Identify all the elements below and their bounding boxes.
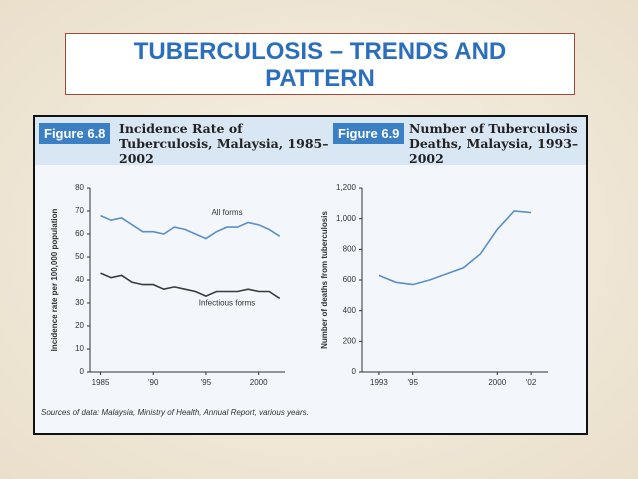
- data-line: [100, 214, 281, 240]
- y-tick-label: 20: [75, 321, 84, 330]
- x-tick-label: 1993: [370, 378, 388, 387]
- series-label: Infectious forms: [199, 299, 255, 308]
- y-tick-label: 40: [75, 275, 84, 284]
- title-box: TUBERCULOSIS – TRENDS AND PATTERN: [65, 33, 575, 95]
- slide-title: TUBERCULOSIS – TRENDS AND PATTERN: [133, 38, 507, 92]
- x-tick-label: '95: [408, 378, 419, 387]
- y-tick-label: 200: [343, 336, 357, 345]
- series-label: All forms: [211, 208, 242, 217]
- y-tick-label: 30: [75, 298, 84, 307]
- data-line: [378, 210, 532, 286]
- x-tick-label: 2000: [488, 378, 506, 387]
- y-tick-label: 1,200: [336, 183, 357, 192]
- y-tick-label: 1,000: [336, 214, 357, 223]
- y-axis-label: Incidence rate per 100,000 population: [50, 209, 59, 352]
- x-tick-label: 2000: [250, 378, 268, 387]
- y-tick-label: 800: [343, 244, 357, 253]
- x-tick-label: '90: [148, 378, 159, 387]
- y-tick-label: 0: [352, 367, 357, 376]
- chart-title: Number of Tuberculosis Deaths, Malaysia,…: [409, 121, 579, 166]
- chart-title: Incidence Rate of Tuberculosis, Malaysia…: [119, 121, 329, 166]
- y-tick-label: 0: [80, 367, 85, 376]
- x-tick-label: '95: [201, 378, 212, 387]
- y-tick-label: 50: [75, 252, 84, 261]
- y-tick-label: 70: [75, 206, 84, 215]
- y-tick-label: 10: [75, 344, 84, 353]
- y-tick-label: 60: [75, 229, 84, 238]
- data-line: [100, 272, 281, 300]
- x-tick-label: 1985: [92, 378, 110, 387]
- figure-label: Figure 6.8: [39, 123, 111, 144]
- y-tick-label: 400: [343, 306, 357, 315]
- y-tick-label: 600: [343, 275, 357, 284]
- figure-frame: Figure 6.8 Incidence Rate of Tuberculosi…: [33, 115, 588, 435]
- x-tick-label: '02: [526, 378, 537, 387]
- y-axis-label: Number of deaths from tuberculosis: [320, 211, 329, 349]
- figure-label: Figure 6.9: [333, 123, 405, 144]
- source-note: Sources of data: Malaysia, Ministry of H…: [41, 408, 309, 417]
- y-tick-label: 80: [75, 183, 84, 192]
- header-band: [35, 117, 586, 165]
